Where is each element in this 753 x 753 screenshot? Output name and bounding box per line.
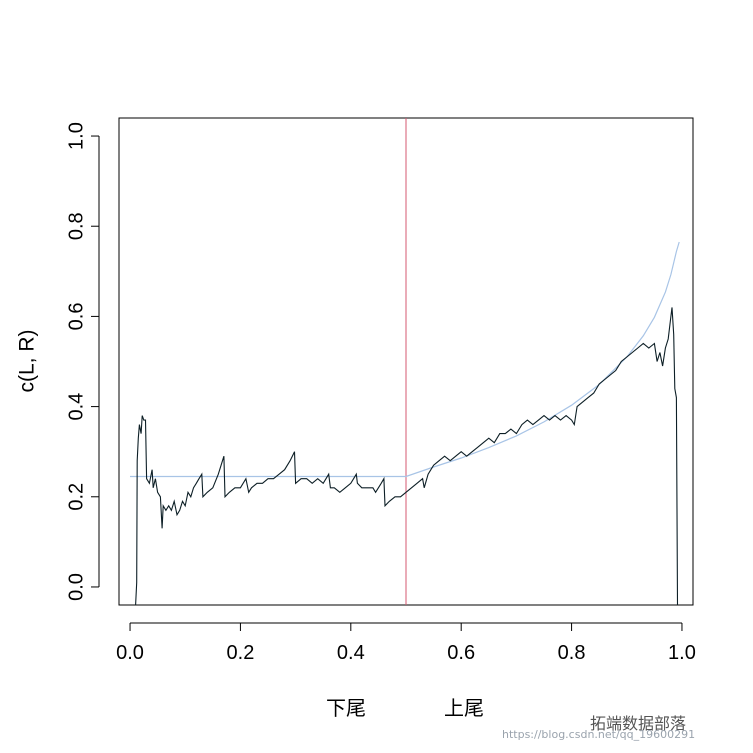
y-tick-label: 0.0 [65,573,87,601]
y-tick-label: 1.0 [65,122,87,150]
x-tick-label: 1.0 [668,642,696,664]
y-tick-label: 0.8 [65,212,87,240]
x-axis-label-upper-tail: 上尾 [444,697,484,720]
series-line-empirical [135,307,679,605]
x-tick-label: 0.0 [116,642,144,664]
y-tick-label: 0.2 [65,483,87,511]
y-tick-label: 0.4 [65,393,87,421]
x-tick-label: 0.2 [227,642,255,664]
y-tick-label: 0.6 [65,303,87,331]
x-axis-label-lower-tail: 下尾 [326,698,366,720]
x-tick-label: 0.8 [558,642,586,664]
watermark-text: 拓端数据部落 [590,714,687,733]
y-axis: 0.0 0.2 0.4 0.6 0.8 1.0 [65,122,100,601]
series-line-theoretical [130,241,680,478]
x-axis: 0.0 0.2 0.4 0.6 0.8 1.0 [116,622,696,664]
x-tick-label: 0.6 [447,642,475,664]
x-tick-label: 0.4 [337,642,365,664]
y-axis-title: c(L, R) [16,330,39,393]
watermark: 拓端数据部落 https://blog.csdn.net/qq_19600291 [502,710,695,741]
watermark-url: https://blog.csdn.net/qq_19600291 [502,728,696,741]
